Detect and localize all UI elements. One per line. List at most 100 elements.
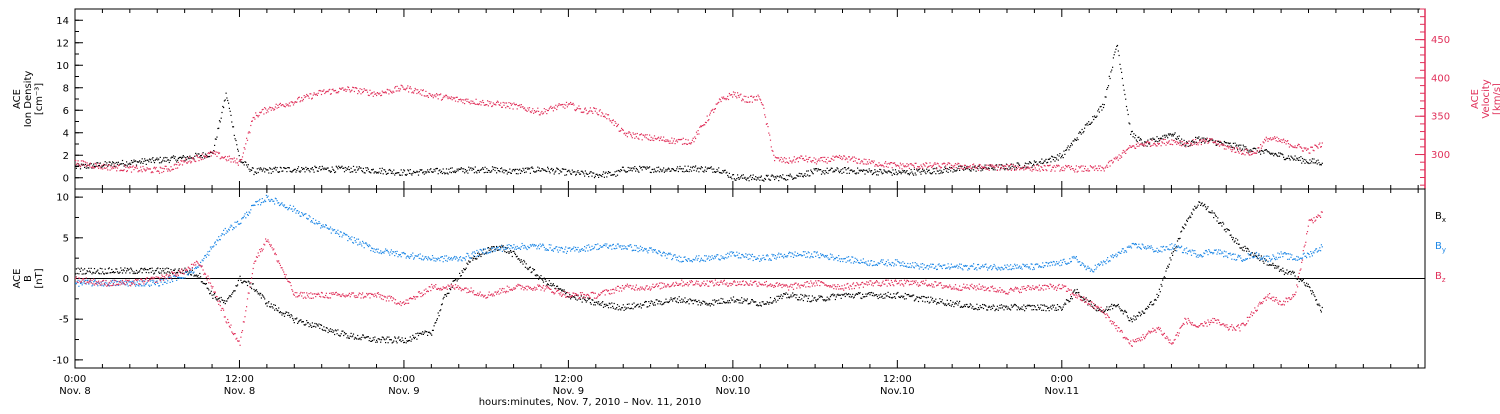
data-point — [928, 297, 929, 298]
data-point — [335, 90, 336, 91]
data-point — [534, 269, 535, 270]
data-point — [1276, 137, 1277, 138]
data-point — [468, 260, 469, 261]
data-point — [764, 114, 765, 115]
data-point — [88, 283, 89, 284]
data-point — [343, 335, 344, 336]
data-point — [646, 301, 647, 302]
data-point — [239, 278, 240, 279]
data-point — [594, 177, 595, 178]
data-point — [1092, 168, 1093, 169]
data-point — [704, 302, 705, 303]
data-point — [156, 159, 157, 160]
data-point — [1222, 222, 1223, 223]
data-point — [1005, 307, 1006, 308]
data-point — [1051, 169, 1052, 170]
data-point — [211, 291, 212, 292]
data-point — [449, 172, 450, 173]
data-point — [1135, 316, 1136, 317]
data-point — [1208, 142, 1209, 143]
data-point — [1060, 157, 1061, 158]
data-point — [790, 174, 791, 175]
data-point — [939, 298, 940, 299]
data-point — [1199, 202, 1200, 203]
data-point — [771, 176, 772, 177]
data-point — [77, 163, 78, 164]
data-point — [774, 298, 775, 299]
data-point — [761, 305, 762, 306]
data-point — [920, 174, 921, 175]
data-point — [1243, 153, 1244, 154]
data-point — [281, 167, 282, 168]
data-point — [1124, 310, 1125, 311]
data-point — [787, 179, 788, 180]
right-tick-label: 450 — [1431, 35, 1450, 46]
data-point — [1019, 169, 1020, 170]
data-point — [1126, 312, 1127, 313]
data-point — [1039, 309, 1040, 310]
data-point — [665, 139, 666, 140]
data-point — [440, 93, 441, 94]
data-point — [951, 165, 952, 166]
data-point — [481, 169, 482, 170]
data-point — [466, 101, 467, 102]
data-point — [1314, 296, 1315, 297]
data-point — [600, 109, 601, 110]
data-point — [216, 156, 217, 157]
data-point — [1180, 142, 1181, 143]
data-point — [1078, 133, 1079, 134]
data-point — [454, 171, 455, 172]
data-point — [377, 341, 378, 342]
data-point — [761, 102, 762, 103]
data-point — [830, 296, 831, 297]
right-tick-label: 400 — [1431, 73, 1450, 84]
data-point — [957, 164, 958, 165]
data-point — [1058, 160, 1059, 161]
data-point — [509, 251, 510, 252]
data-point — [429, 93, 430, 94]
data-point — [540, 170, 541, 171]
data-point — [669, 301, 670, 302]
data-point — [411, 341, 412, 342]
data-point — [1010, 309, 1011, 310]
data-point — [595, 111, 596, 112]
data-point — [1082, 171, 1083, 172]
data-point — [601, 176, 602, 177]
data-point — [871, 170, 872, 171]
data-point — [728, 99, 729, 100]
data-point — [627, 171, 628, 172]
data-point — [321, 94, 322, 95]
data-point — [791, 162, 792, 163]
data-point — [192, 270, 193, 271]
data-point — [294, 102, 295, 103]
data-point — [429, 172, 430, 173]
data-point — [144, 158, 145, 159]
data-point — [431, 335, 432, 336]
data-point — [689, 303, 690, 304]
data-point — [1138, 146, 1139, 147]
data-point — [1250, 151, 1251, 152]
data-point — [124, 267, 125, 268]
data-point — [1287, 140, 1288, 141]
data-point — [1207, 206, 1208, 207]
data-point — [841, 159, 842, 160]
data-point — [476, 172, 477, 173]
data-point — [1239, 153, 1240, 154]
data-point — [117, 281, 118, 282]
data-point — [613, 308, 614, 309]
data-point — [1071, 296, 1072, 297]
data-point — [213, 153, 214, 154]
data-point — [840, 295, 841, 296]
data-point — [973, 169, 974, 170]
right-tick-label: 350 — [1431, 112, 1450, 123]
data-point — [113, 271, 114, 272]
data-point — [1173, 251, 1174, 252]
data-point — [1273, 138, 1274, 139]
data-point — [847, 161, 848, 162]
data-point — [1162, 136, 1163, 137]
data-point — [1313, 150, 1314, 151]
data-point — [191, 274, 192, 275]
data-point — [280, 103, 281, 104]
data-point — [240, 280, 241, 281]
data-point — [534, 110, 535, 111]
